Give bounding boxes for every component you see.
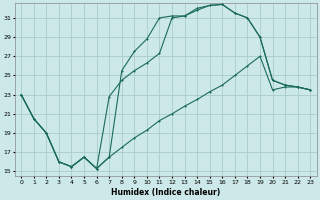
X-axis label: Humidex (Indice chaleur): Humidex (Indice chaleur): [111, 188, 220, 197]
